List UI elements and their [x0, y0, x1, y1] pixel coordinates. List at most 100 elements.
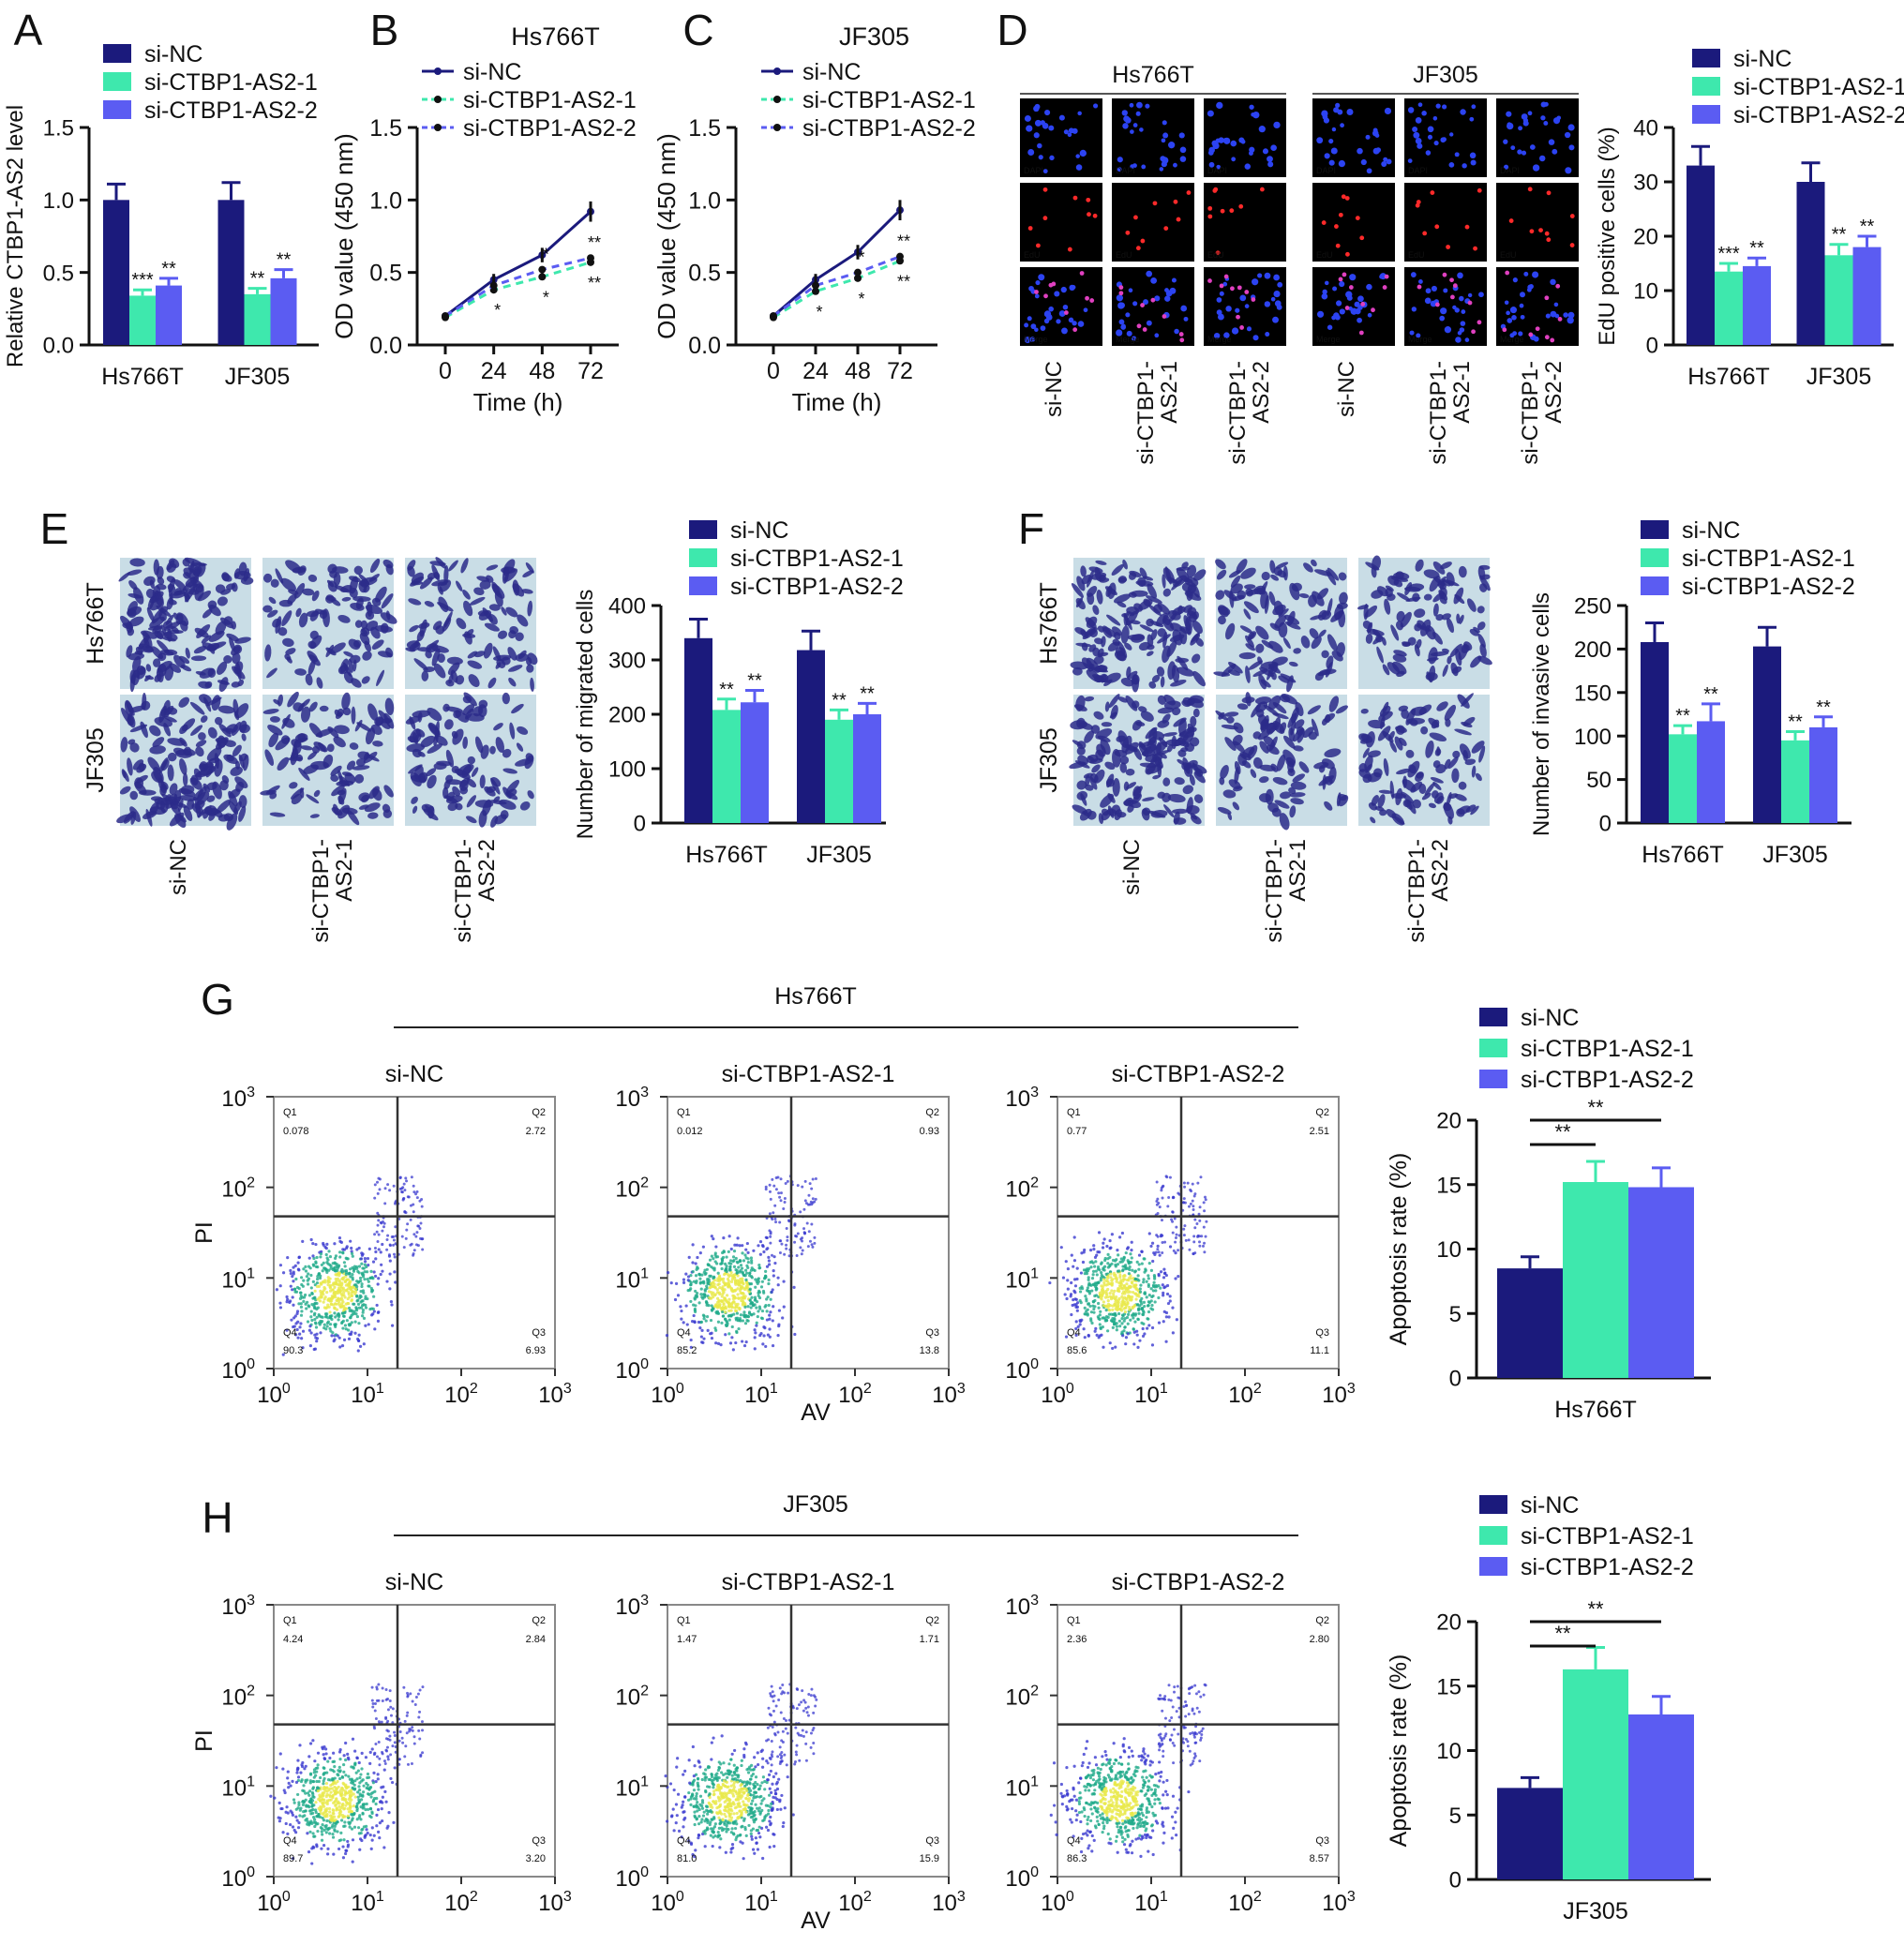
event-dot [306, 1320, 310, 1324]
event-dot [328, 1323, 333, 1326]
event-dot [1075, 1309, 1079, 1312]
stained-cell [164, 621, 181, 631]
event-dot [1134, 1287, 1138, 1291]
event-dot [1188, 1248, 1192, 1251]
stained-cell [172, 747, 187, 756]
event-dot [1123, 1310, 1128, 1314]
edu-nucleus [1382, 285, 1387, 290]
event-dot [361, 1778, 365, 1782]
event-dot [366, 1278, 369, 1281]
stained-cell [444, 719, 454, 730]
event-dot [289, 1284, 292, 1288]
event-dot [299, 1313, 304, 1317]
event-dot [1086, 1308, 1089, 1311]
category-label: JF305 [1762, 842, 1827, 868]
stained-cell [1481, 574, 1491, 580]
dapi-nucleus [1136, 101, 1143, 109]
event-dot [361, 1310, 365, 1314]
dapi-nucleus [1264, 272, 1271, 279]
event-dot [691, 1269, 695, 1274]
stained-cell [1392, 653, 1407, 663]
event-dot [349, 1239, 352, 1243]
micrograph-tile: DAPI [1496, 98, 1579, 177]
event-dot [720, 1258, 725, 1262]
x-tick-label: 101 [1134, 1381, 1168, 1408]
quadrant-label: Q1 [283, 1107, 297, 1118]
stained-cell [1096, 589, 1103, 605]
event-dot [1147, 1284, 1150, 1288]
stained-cell [149, 806, 166, 816]
dapi-nucleus [1130, 164, 1135, 170]
stained-cell [1447, 792, 1452, 806]
event-dot [728, 1273, 733, 1278]
event-dot [709, 1318, 713, 1323]
stained-cell [1218, 615, 1226, 625]
event-dot [1111, 1308, 1115, 1311]
event-dot [306, 1832, 309, 1835]
stained-cell [1321, 650, 1329, 659]
event-dot [766, 1333, 770, 1337]
event-dot [776, 1334, 780, 1338]
event-dot [706, 1281, 710, 1285]
data-point [538, 265, 547, 274]
stained-cell [189, 701, 205, 715]
event-dot [725, 1294, 729, 1297]
stained-cell [128, 616, 144, 627]
dapi-nucleus [1258, 126, 1266, 133]
event-dot [1109, 1272, 1113, 1276]
event-dot [725, 1299, 728, 1303]
stained-cell [1178, 627, 1188, 645]
stained-cell [1228, 662, 1243, 674]
stained-cell [420, 735, 436, 748]
event-dot [693, 1296, 697, 1300]
dapi-nucleus [1507, 122, 1514, 130]
chart-F: 050100150200250****Hs766T****JF305Number… [1529, 592, 1852, 868]
event-dot [735, 1311, 740, 1315]
dapi-nucleus [1421, 111, 1427, 116]
event-dot [357, 1322, 361, 1325]
edu-nucleus [1371, 307, 1375, 313]
stained-cell [1418, 704, 1432, 715]
event-dot [371, 1260, 376, 1264]
y-tick-label: 100 [1574, 725, 1612, 750]
event-dot [415, 1190, 419, 1193]
event-dot [1162, 1267, 1166, 1271]
event-dot [763, 1305, 767, 1309]
dapi-nucleus [1366, 168, 1372, 174]
event-dot [738, 1244, 742, 1248]
x-tick-label: 100 [257, 1381, 291, 1408]
event-dot [315, 1315, 319, 1319]
event-dot [343, 1295, 347, 1299]
event-dot [1098, 1317, 1102, 1322]
stained-cell [1245, 666, 1251, 683]
event-dot [328, 1310, 332, 1314]
event-dot [1083, 1248, 1087, 1252]
edu-nucleus [1529, 229, 1535, 234]
event-dot [337, 1312, 340, 1316]
event-dot [343, 1265, 347, 1268]
event-dot [356, 1337, 360, 1341]
stained-cell [226, 633, 239, 642]
stained-cell [487, 677, 497, 689]
stained-cell [149, 745, 166, 755]
event-dot [1135, 1260, 1139, 1264]
event-dot [355, 1294, 359, 1298]
event-dot [367, 1247, 371, 1250]
event-dot [1157, 1321, 1162, 1325]
stained-cell [1190, 813, 1198, 820]
event-dot [1120, 1260, 1124, 1264]
x-tick-label: 0 [767, 358, 780, 384]
dapi-nucleus [1173, 162, 1177, 168]
stained-cell [349, 742, 359, 750]
event-dot [1106, 1262, 1110, 1265]
event-dot [333, 1290, 337, 1294]
flow-x-axis-label: AV [801, 1400, 831, 1426]
stained-cell [1140, 711, 1154, 722]
event-dot [313, 1283, 317, 1287]
event-dot [792, 1285, 796, 1289]
event-dot [1075, 1305, 1080, 1310]
stained-cell [1215, 559, 1226, 570]
event-dot [1184, 1238, 1188, 1242]
stained-cell [1107, 805, 1115, 818]
event-dot [1119, 1279, 1123, 1282]
